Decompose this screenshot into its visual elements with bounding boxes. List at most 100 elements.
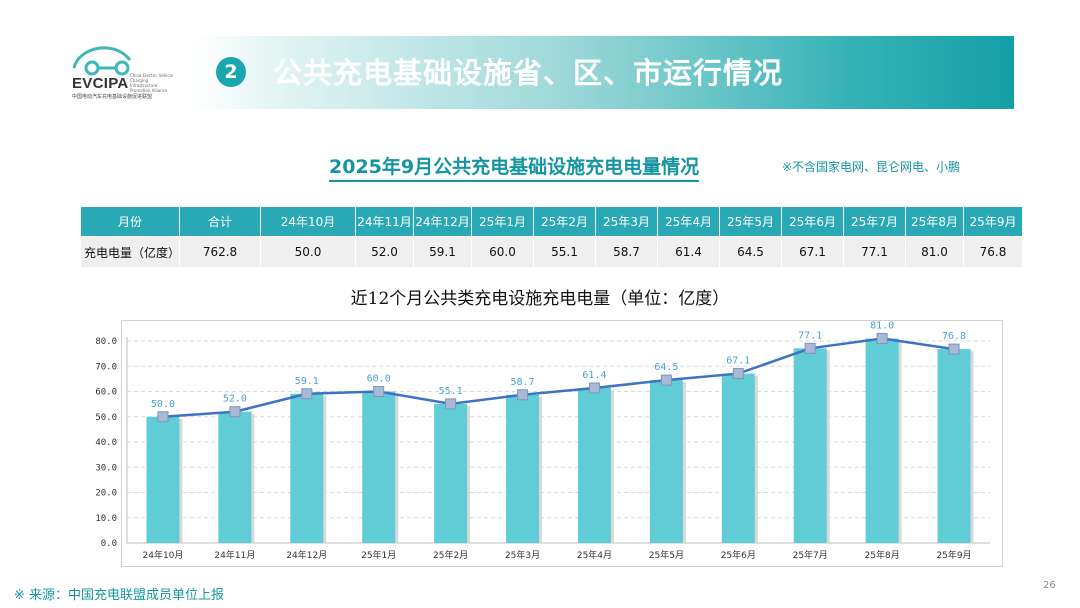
electricity-table: 月份 合计 24年10月 24年11月 24年12月 25年1月 25年2月 2…: [80, 206, 1023, 268]
table-cell: 52.0: [355, 236, 414, 268]
table-header: 25年1月: [471, 206, 534, 237]
x-tick-label: 25年3月: [505, 549, 540, 561]
data-label: 77.1: [798, 330, 822, 341]
x-tick-label: 25年9月: [936, 549, 971, 561]
y-tick-label: 20.0: [95, 489, 117, 499]
table-header: 25年2月: [533, 206, 596, 237]
table-header: 25年7月: [843, 206, 906, 237]
section-banner: [190, 36, 1014, 109]
data-label: 76.8: [942, 331, 966, 342]
line-marker: [229, 406, 241, 418]
x-tick-label: 24年11月: [214, 549, 255, 561]
series-line: [162, 337, 955, 418]
table-cell: 76.8: [963, 236, 1023, 268]
table-cell: 64.5: [719, 236, 782, 268]
bar: [649, 380, 683, 543]
table-header: 24年10月: [260, 206, 356, 237]
y-tick-label: 80.0: [95, 337, 117, 347]
table-cell: 50.0: [260, 236, 356, 268]
data-label: 64.5: [654, 362, 678, 373]
data-label: 50.0: [151, 399, 175, 410]
bar: [218, 411, 252, 543]
data-label: 60.0: [367, 374, 391, 385]
bar: [937, 349, 971, 543]
y-tick-label: 70.0: [95, 362, 117, 372]
logo-english: China Electric Vehicle Charging Infrastr…: [130, 73, 174, 93]
x-tick-label: 24年12月: [286, 549, 327, 561]
page-subtitle: 2025年9月公共充电基础设施充电电量情况: [329, 152, 700, 182]
y-tick-label: 40.0: [95, 438, 117, 448]
section-number-badge: 2: [216, 57, 246, 87]
table-header: 25年4月: [657, 206, 720, 237]
table-header: 合计: [179, 206, 261, 237]
line-marker: [157, 411, 169, 423]
line-marker: [804, 342, 816, 354]
table-cell: 61.4: [657, 236, 720, 268]
table-row: 充电电量（亿度） 762.8 50.0 52.0 59.1 60.0 55.1 …: [80, 236, 1023, 268]
line-marker: [660, 374, 672, 386]
line-marker: [301, 388, 313, 400]
line-marker: [517, 389, 529, 401]
y-tick-label: 0.0: [101, 539, 117, 549]
table-header: 24年12月: [413, 206, 472, 237]
x-tick-label: 25年2月: [433, 549, 468, 561]
x-tick-label: 25年6月: [721, 549, 756, 561]
table-header: 24年11月: [355, 206, 414, 237]
bar: [793, 348, 827, 543]
data-label: 59.1: [295, 376, 319, 387]
bar: [506, 394, 540, 543]
section-title: 公共充电基础设施省、区、市运行情况: [273, 56, 784, 90]
line-marker: [876, 332, 888, 344]
y-tick-label: 60.0: [95, 388, 117, 398]
x-tick-label: 25年8月: [865, 549, 900, 561]
table-header: 25年3月: [595, 206, 658, 237]
line-marker: [588, 382, 600, 394]
data-label: 61.4: [582, 370, 606, 381]
data-label: 55.1: [439, 386, 463, 397]
table-cell: 77.1: [843, 236, 906, 268]
bar: [362, 391, 396, 543]
x-tick-label: 25年7月: [793, 549, 828, 561]
x-tick-label: 25年4月: [577, 549, 612, 561]
table-cell: 60.0: [471, 236, 534, 268]
line-marker: [732, 368, 744, 380]
table-header-row: 月份 合计 24年10月 24年11月 24年12月 25年1月 25年2月 2…: [80, 206, 1023, 237]
evcipa-logo: [72, 46, 132, 76]
data-label: 52.0: [223, 394, 247, 405]
y-tick-label: 10.0: [95, 514, 117, 524]
line-marker: [373, 386, 385, 397]
bar: [434, 403, 468, 543]
source-note: ※ 来源：中国充电联盟成员单位上报: [14, 588, 225, 603]
bar: [577, 387, 611, 543]
chart-title: 近12个月公共类充电设施充电电量（单位：亿度）: [350, 289, 730, 309]
line-marker: [445, 398, 457, 410]
y-tick-label: 30.0: [95, 463, 117, 473]
data-label: 58.7: [510, 377, 534, 388]
chart-frame: [121, 320, 1003, 567]
table-header: 25年9月: [963, 206, 1023, 237]
table-cell: 762.8: [179, 236, 261, 268]
logo-car-arc: [72, 46, 132, 69]
page-number: 26: [1043, 580, 1056, 591]
table-cell: 55.1: [533, 236, 596, 268]
logo-name: EVCIPA: [72, 75, 129, 92]
x-tick-label: 25年5月: [649, 549, 684, 561]
table-cell: 充电电量（亿度）: [80, 236, 180, 268]
table-header: 25年6月: [781, 206, 844, 237]
bar: [146, 416, 180, 543]
bar: [721, 373, 755, 543]
logo-subtitle: 中国电动汽车充电基础设施促进联盟: [72, 94, 153, 100]
table-cell: 59.1: [413, 236, 472, 268]
y-tick-label: 50.0: [95, 413, 117, 423]
exclusion-note: ※不含国家电网、昆仑网电、小鹏: [782, 160, 961, 174]
bar: [290, 393, 324, 543]
table-header: 25年5月: [719, 206, 782, 237]
data-label: 81.0: [870, 320, 894, 331]
table-cell: 67.1: [781, 236, 844, 268]
line-marker: [948, 343, 960, 355]
data-label: 67.1: [726, 356, 750, 367]
x-tick-label: 25年1月: [361, 549, 396, 561]
bar: [865, 338, 899, 543]
x-tick-label: 24年10月: [143, 549, 184, 561]
